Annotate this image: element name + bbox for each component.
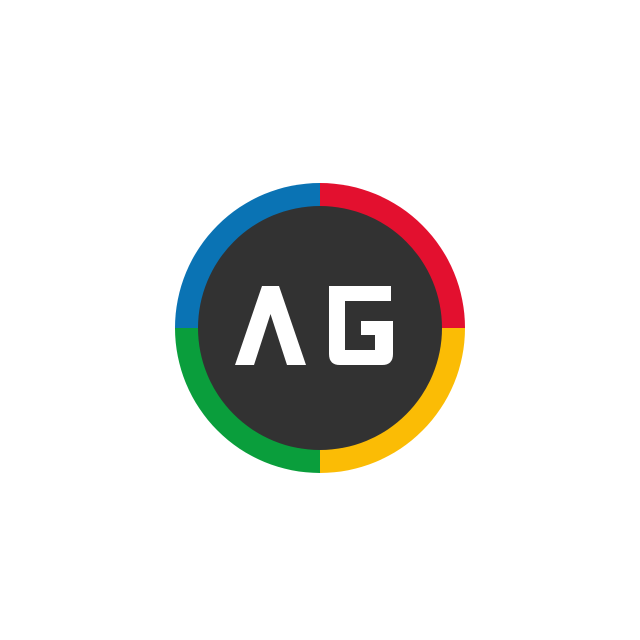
inner-disc	[198, 206, 442, 450]
logo-monogram-text: AG	[175, 473, 176, 474]
letter-g-glyph	[329, 286, 393, 365]
ag-logo-graphic	[175, 183, 465, 473]
letter-a-glyph	[235, 286, 306, 365]
ag-logo: AG	[175, 183, 465, 473]
